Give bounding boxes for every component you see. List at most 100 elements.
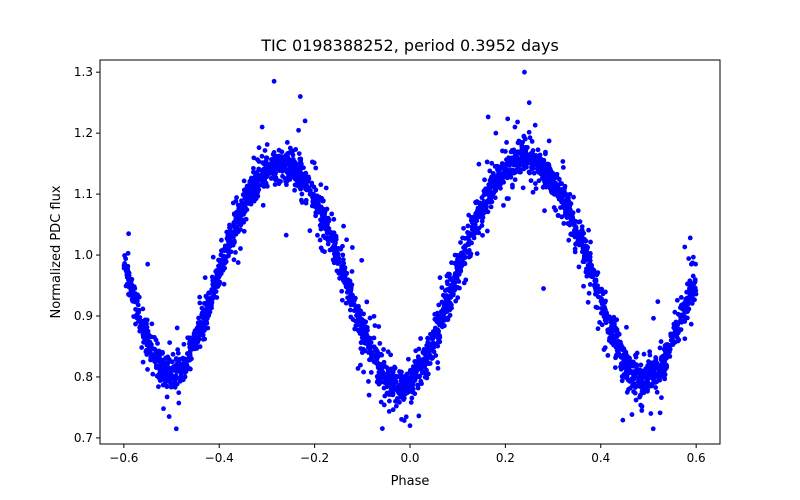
data-point [342,280,348,286]
data-point [378,399,384,405]
data-point [377,368,383,373]
data-point [381,402,387,408]
data-point [594,271,600,277]
data-point [413,365,419,370]
data-point [522,69,527,75]
data-point [394,385,400,391]
data-point [542,164,548,169]
data-point [435,360,441,365]
data-point [529,166,535,171]
data-point [535,147,541,153]
data-point [583,245,589,251]
data-point [687,291,693,297]
data-point [504,196,510,201]
data-point [308,191,313,197]
data-point [164,378,169,384]
data-point [303,197,309,203]
data-point [271,78,277,84]
data-point [290,170,295,176]
data-point [206,290,211,296]
data-point [271,166,277,172]
data-point [276,155,282,161]
data-point [296,127,301,133]
data-point [651,315,656,321]
data-point [169,359,175,365]
data-point [487,168,493,174]
data-point [175,347,181,353]
data-point [476,225,482,231]
data-point [156,351,162,357]
data-point [203,313,209,318]
data-point [536,178,542,184]
data-point [619,378,625,384]
data-point [200,332,206,338]
data-point [493,188,499,194]
data-point [496,164,502,170]
y-tick-label: 0.9 [74,309,93,323]
data-point [437,317,443,323]
data-point [210,296,216,302]
data-point [572,246,578,252]
data-point [521,166,527,172]
data-point [227,222,232,228]
data-point [577,219,583,225]
data-point [301,165,306,171]
data-point [657,410,663,416]
data-point [381,347,386,352]
data-point [252,190,258,196]
data-point [417,361,423,367]
data-point [156,384,161,390]
data-point [233,198,239,204]
data-point [349,269,355,274]
data-point [682,244,688,250]
data-point [228,249,234,255]
data-point [544,181,550,186]
data-point [691,291,697,297]
data-point [575,208,581,214]
data-point [568,217,574,223]
data-point [341,260,347,266]
data-point [502,149,508,154]
data-point [450,291,456,297]
data-point [347,307,353,313]
data-point [157,356,163,362]
data-point [667,354,673,359]
data-point [465,223,471,229]
data-point [476,161,482,167]
data-point [685,281,690,287]
data-point [129,276,135,282]
data-point [337,275,343,281]
data-point [386,392,392,398]
data-point [256,175,262,181]
data-point [367,357,372,363]
data-point [250,186,256,192]
data-point [685,302,691,307]
data-point [334,250,340,256]
data-point [344,237,349,243]
data-point [386,408,392,414]
data-point [586,290,592,296]
data-point [522,145,528,150]
data-point [137,325,143,330]
data-point [367,315,373,321]
data-point [241,178,247,184]
data-point [622,355,628,360]
data-point [415,354,421,360]
data-point [576,237,582,243]
data-point [172,376,177,382]
data-point [485,114,491,120]
data-point [415,385,421,391]
data-point [297,94,303,99]
data-point [276,147,282,153]
data-point [197,294,203,300]
data-point [143,333,149,339]
data-point [629,376,635,381]
data-point [624,324,629,330]
data-point [194,345,200,351]
data-point [550,182,556,188]
data-point [498,179,503,185]
data-point [193,330,198,336]
data-point [469,240,474,246]
data-point [367,346,373,352]
